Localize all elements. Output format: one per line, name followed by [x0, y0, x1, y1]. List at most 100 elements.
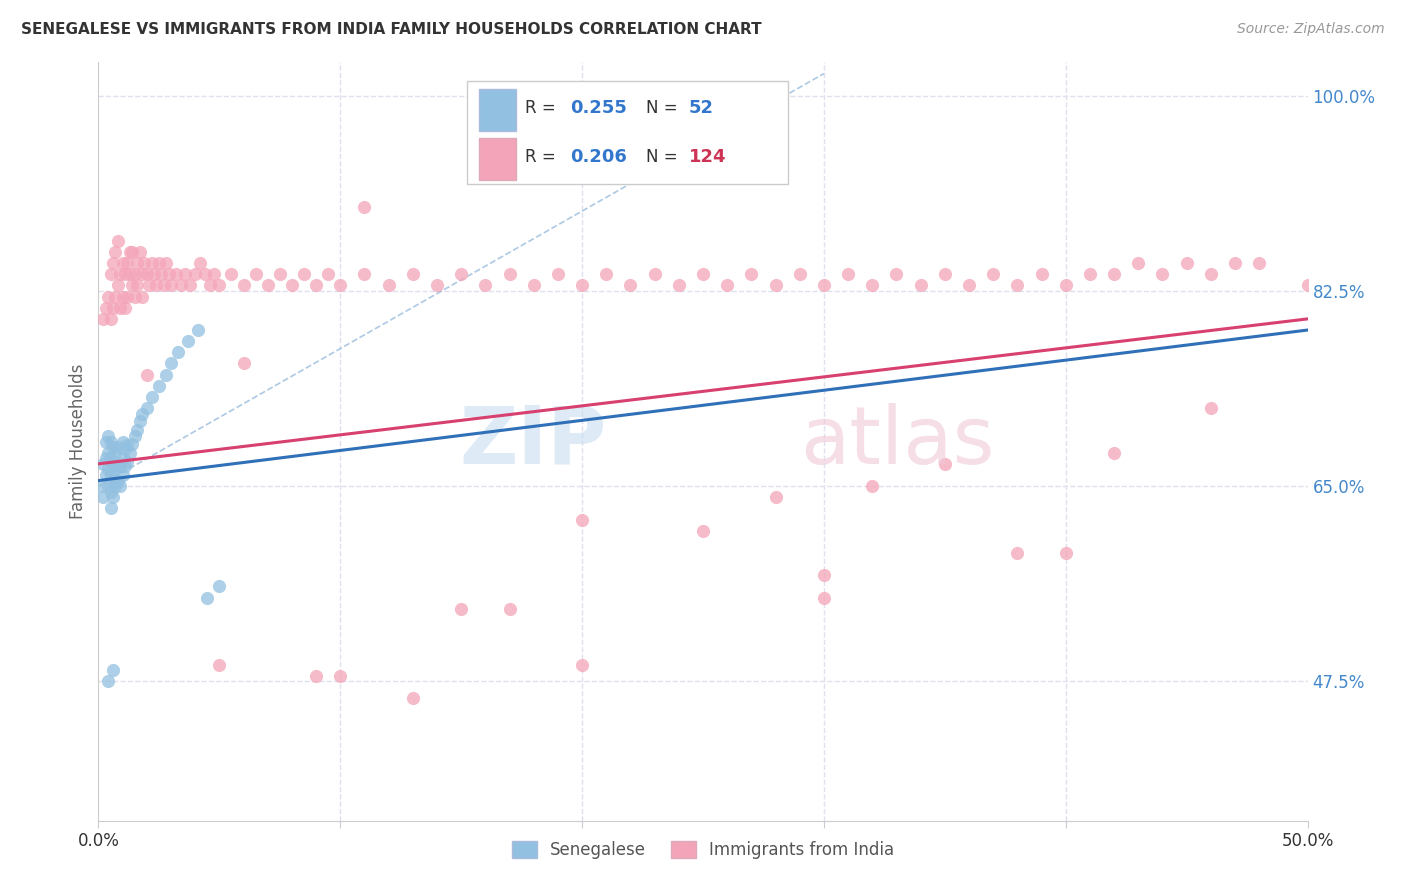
- Point: [91, 457, 114, 471]
- Point: [353, 201, 375, 215]
- Point: [94, 451, 117, 466]
- Point: [114, 442, 136, 457]
- Point: [1223, 256, 1246, 270]
- Point: [107, 474, 129, 488]
- Point: [165, 268, 187, 282]
- Point: [97, 446, 120, 460]
- Point: [143, 268, 166, 282]
- Point: [101, 301, 124, 315]
- Point: [474, 278, 496, 293]
- Point: [100, 484, 122, 499]
- Text: R =: R =: [526, 148, 555, 167]
- Point: [100, 451, 122, 466]
- Point: [813, 278, 835, 293]
- Text: 52: 52: [689, 99, 713, 118]
- Point: [118, 446, 141, 460]
- Text: SENEGALESE VS IMMIGRANTS FROM INDIA FAMILY HOUSEHOLDS CORRELATION CHART: SENEGALESE VS IMMIGRANTS FROM INDIA FAMI…: [21, 22, 762, 37]
- Point: [135, 268, 157, 282]
- Point: [100, 501, 122, 516]
- Point: [1007, 546, 1029, 560]
- Point: [97, 290, 120, 304]
- Point: [571, 278, 593, 293]
- Point: [118, 268, 141, 282]
- Point: [692, 268, 714, 282]
- Point: [329, 669, 352, 683]
- Point: [1031, 268, 1053, 282]
- Point: [108, 458, 131, 473]
- Point: [595, 268, 617, 282]
- Point: [131, 407, 153, 421]
- Point: [114, 458, 136, 473]
- Point: [353, 268, 375, 282]
- Point: [127, 256, 149, 270]
- Point: [131, 290, 153, 304]
- Point: [619, 100, 641, 114]
- Point: [104, 244, 127, 259]
- Point: [108, 301, 131, 315]
- Point: [886, 268, 908, 282]
- Point: [981, 268, 1004, 282]
- Point: [108, 479, 131, 493]
- Text: atlas: atlas: [800, 402, 994, 481]
- Point: [97, 479, 120, 493]
- Point: [813, 591, 835, 605]
- Point: [114, 301, 136, 315]
- Point: [644, 268, 666, 282]
- Point: [145, 278, 167, 293]
- Point: [169, 278, 191, 293]
- Point: [104, 479, 127, 493]
- Point: [1199, 401, 1222, 416]
- Point: [127, 424, 149, 438]
- Point: [111, 434, 134, 449]
- Point: [498, 268, 520, 282]
- FancyBboxPatch shape: [479, 138, 516, 180]
- Text: 0.206: 0.206: [569, 148, 627, 167]
- Point: [1054, 546, 1077, 560]
- Point: [94, 434, 117, 449]
- Point: [104, 290, 127, 304]
- Point: [101, 474, 124, 488]
- Point: [91, 312, 114, 326]
- Point: [450, 602, 472, 616]
- Point: [97, 429, 120, 443]
- Point: [474, 134, 496, 148]
- Point: [316, 268, 339, 282]
- Point: [94, 467, 117, 482]
- Point: [1054, 278, 1077, 293]
- Point: [127, 278, 149, 293]
- Point: [450, 268, 472, 282]
- Text: 124: 124: [689, 148, 725, 167]
- Point: [108, 268, 131, 282]
- Point: [281, 278, 304, 293]
- Text: N =: N =: [647, 148, 678, 167]
- Point: [97, 674, 120, 689]
- Point: [177, 334, 200, 349]
- Point: [117, 290, 139, 304]
- Point: [232, 356, 254, 371]
- Point: [117, 454, 139, 469]
- Point: [141, 390, 163, 404]
- Point: [174, 268, 197, 282]
- Point: [208, 657, 231, 672]
- Point: [135, 368, 157, 382]
- Point: [1007, 278, 1029, 293]
- Point: [111, 467, 134, 482]
- Point: [111, 256, 134, 270]
- Point: [121, 244, 143, 259]
- Point: [934, 268, 956, 282]
- Point: [716, 278, 738, 293]
- Point: [426, 278, 449, 293]
- Y-axis label: Family Households: Family Households: [69, 364, 87, 519]
- Point: [121, 437, 143, 451]
- Point: [91, 491, 114, 505]
- Point: [124, 429, 146, 443]
- Point: [135, 401, 157, 416]
- Point: [128, 415, 150, 429]
- Point: [305, 669, 328, 683]
- Legend: Senegalese, Immigrants from India: Senegalese, Immigrants from India: [505, 834, 901, 865]
- Point: [204, 268, 226, 282]
- Point: [148, 378, 170, 392]
- Point: [111, 290, 134, 304]
- Point: [107, 234, 129, 248]
- Point: [1199, 268, 1222, 282]
